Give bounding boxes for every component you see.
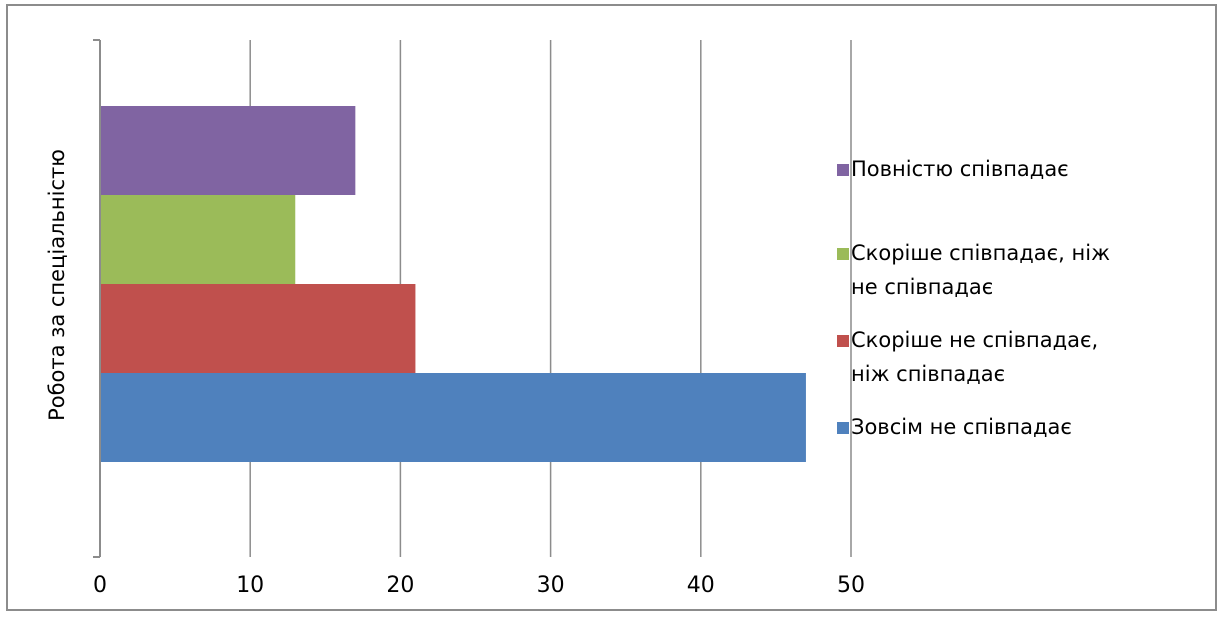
legend-label: ніж співпадає (851, 362, 1005, 386)
bar (100, 284, 416, 373)
y-axis-title: Робота за спеціальністю (45, 149, 69, 421)
bar (100, 195, 296, 284)
x-tick-label: 40 (687, 573, 715, 598)
legend-item: Скоріше не співпадає, ніж співпадає (837, 328, 1098, 386)
bars (100, 106, 806, 462)
legend-swatch (837, 164, 849, 176)
legend: Повністю співпадає Скоріше співпадає, ніж… (837, 157, 1110, 439)
x-tick-label: 20 (386, 573, 414, 598)
legend-label: Зовсім не співпадає (851, 415, 1072, 439)
legend-label: не співпадає (851, 275, 993, 299)
x-tick-label: 0 (93, 573, 107, 598)
x-tick-label: 50 (837, 573, 865, 598)
x-tick-label: 10 (236, 573, 264, 598)
x-tick-label: 30 (537, 573, 565, 598)
legend-item: Зовсім не співпадає (837, 415, 1072, 439)
legend-swatch (837, 335, 849, 347)
bar (100, 106, 356, 195)
legend-label: Повністю співпадає (851, 157, 1069, 181)
axes (93, 39, 101, 558)
x-tick-labels: 0 10 20 30 40 50 (93, 573, 865, 598)
bar (100, 373, 806, 462)
legend-label: Скоріше не співпадає, (851, 328, 1098, 352)
legend-item: Скоріше співпадає, ніж не співпадає (837, 241, 1110, 299)
legend-label: Скоріше співпадає, ніж (851, 241, 1110, 265)
legend-swatch (837, 422, 849, 434)
legend-swatch (837, 248, 849, 260)
legend-item: Повністю співпадає (837, 157, 1069, 181)
